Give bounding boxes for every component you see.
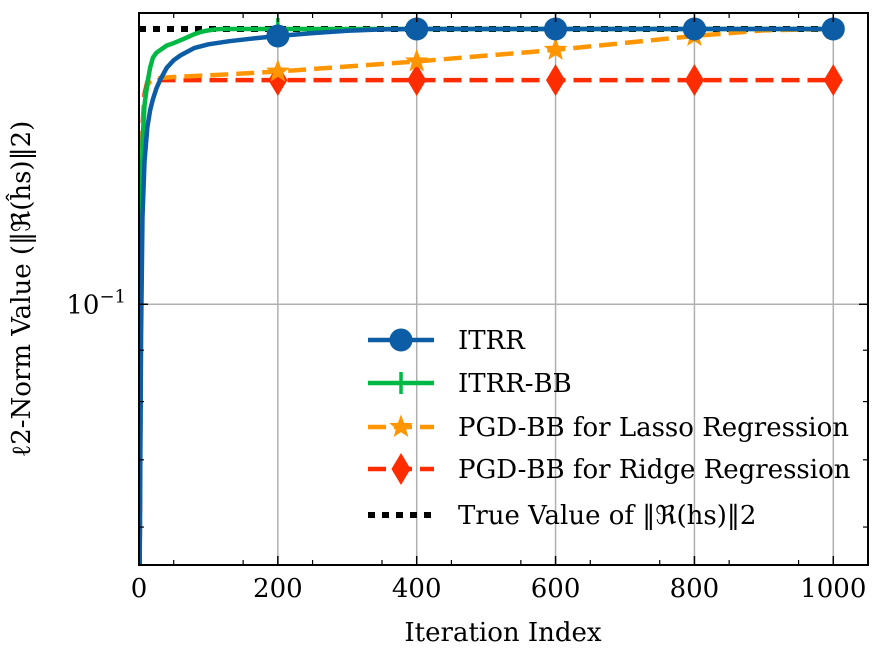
- x-axis-label: Iteration Index: [404, 618, 602, 648]
- x-tick-label: 1000: [800, 574, 866, 604]
- plot-frame: [138, 12, 869, 566]
- x-tick-label: 200: [253, 574, 303, 604]
- y-tick-labels: 10−1: [66, 286, 126, 320]
- series-marker: [684, 64, 705, 97]
- series-line: [139, 26, 834, 565]
- x-tick-label: 600: [531, 574, 581, 604]
- series-line: [139, 77, 834, 565]
- legend-label: ITRR: [458, 326, 526, 356]
- legend-marker: [389, 328, 413, 352]
- series-marker: [266, 24, 290, 48]
- x-tick-label: 0: [131, 574, 148, 604]
- grid-lines: [139, 13, 868, 565]
- legend-marker: [390, 372, 412, 394]
- legend-marker: [391, 453, 411, 485]
- series-lines: [139, 25, 834, 565]
- series-marker: [823, 64, 843, 97]
- series-line: [139, 26, 834, 565]
- legend-label: ITRR-BB: [458, 369, 572, 399]
- series-marker: [266, 59, 290, 82]
- y-tick-label: 10−1: [66, 286, 126, 320]
- series-markers: [266, 16, 846, 97]
- legend-marker: [389, 414, 413, 438]
- y-axis-label: ℓ2-Norm Value (‖ℜ(ĥs)‖2): [5, 121, 37, 458]
- series-marker: [404, 49, 429, 72]
- series-marker: [545, 64, 566, 97]
- series-marker: [543, 37, 568, 60]
- axis-ticks: [138, 13, 868, 565]
- x-tick-labels: 0 200 400 600 800 1000: [131, 574, 867, 604]
- x-tick-label: 400: [392, 574, 442, 604]
- x-tick-label: 800: [670, 574, 720, 604]
- legend-label: PGD-BB for Lasso Regression: [458, 413, 849, 443]
- legend-label: PGD-BB for Ridge Regression: [458, 455, 851, 485]
- legend: ITRR ITRR-BB PGD-BB for Lasso Regression PG…: [368, 326, 851, 531]
- series-marker: [407, 64, 427, 97]
- legend-label: True Value of ‖ℜ(hs)‖2: [458, 501, 756, 531]
